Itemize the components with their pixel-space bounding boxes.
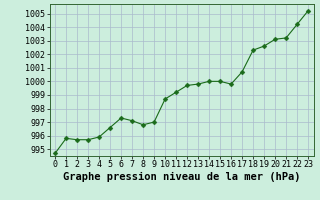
X-axis label: Graphe pression niveau de la mer (hPa): Graphe pression niveau de la mer (hPa) — [63, 172, 300, 182]
